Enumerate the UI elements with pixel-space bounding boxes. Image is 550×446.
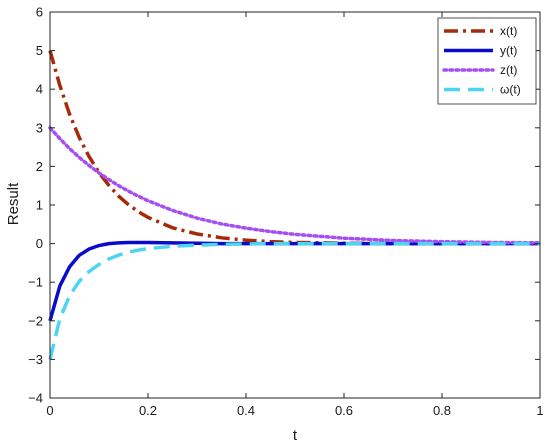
legend-label-1: x(t) [500, 24, 517, 38]
x-tick-label: 0.4 [237, 403, 255, 418]
y-tick-label: 3 [36, 120, 43, 135]
y-tick-label: 6 [36, 5, 43, 20]
legend-label-4: ω(t) [500, 83, 521, 97]
y-tick-label: 5 [36, 43, 43, 58]
legend-label-2: y(t) [500, 44, 517, 58]
series-line-3 [48, 126, 542, 245]
y-tick-label: 2 [36, 159, 43, 174]
y-axis-label: Result [5, 182, 22, 225]
x-tick-label: 0.6 [335, 403, 353, 418]
series-line-2 [48, 240, 540, 322]
y-tick-label: −3 [28, 352, 43, 367]
x-tick-label: 0.8 [433, 403, 451, 418]
axes: 0 0.2 0.4 0.6 0.8 1 −4 −3 −2 −1 0 1 2 3 4 5 6 [28, 5, 543, 419]
x-tick-label: 0.2 [139, 403, 157, 418]
x-tick-label: 0 [46, 403, 53, 418]
x-tick-label: 1 [536, 403, 543, 418]
y-tick-label: −2 [28, 313, 43, 328]
series-line-4 [48, 241, 540, 360]
y-tick-label: 0 [36, 236, 43, 251]
y-tick-label: −1 [28, 275, 43, 290]
legend: x(t) y(t) z(t) ω(t) [437, 17, 537, 105]
series-line-1 [48, 50, 540, 246]
y-tick-label: −4 [28, 391, 43, 406]
y-tick-label: 4 [36, 82, 43, 97]
legend-label-3: z(t) [500, 63, 517, 77]
plot-area [48, 50, 542, 360]
x-axis-label: t [293, 427, 298, 444]
y-tick-label: 1 [36, 198, 43, 213]
